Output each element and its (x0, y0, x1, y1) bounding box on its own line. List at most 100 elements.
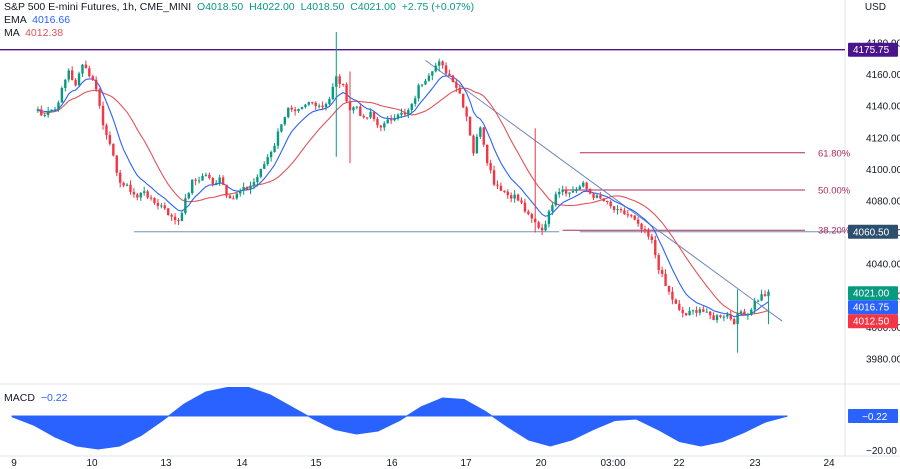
candle-up (571, 191, 575, 193)
candle-down (177, 220, 180, 222)
candle-down (232, 198, 235, 200)
candle-down (208, 174, 211, 179)
y-tick-label: 4140.00 (866, 102, 900, 113)
candle-up (215, 182, 218, 185)
candle-down (657, 255, 660, 271)
candle-up (280, 124, 283, 132)
candle-up (575, 189, 578, 192)
candle-up (249, 185, 252, 190)
price-badge-support (848, 224, 898, 239)
candle-up (331, 86, 335, 99)
macd-value: −0.22 (40, 392, 68, 404)
macd-y-tick-label: −20.00 (866, 446, 897, 457)
candle-down (540, 227, 544, 231)
candle-up (235, 193, 239, 199)
candle-down (101, 105, 105, 126)
candle-down (619, 209, 623, 211)
candle-down (293, 109, 297, 112)
candle-down (132, 191, 136, 195)
candle-down (674, 299, 678, 304)
candle-up (475, 136, 479, 154)
candle-down (534, 218, 537, 223)
candle-down (403, 112, 407, 115)
candle-down (389, 119, 393, 121)
candle-down (379, 125, 383, 128)
candle-down (362, 115, 365, 118)
candle-up (184, 198, 187, 214)
candle-down (40, 109, 43, 116)
candle-down (376, 119, 379, 126)
candle-down (129, 184, 132, 192)
candle-down (211, 178, 214, 185)
candle-up (239, 190, 242, 194)
candle-down (702, 309, 705, 312)
candle-down (606, 201, 609, 203)
macd-legend[interactable]: MACD −0.22 (4, 392, 67, 404)
candle-up (410, 103, 413, 110)
candle-up (753, 301, 756, 310)
candle-up (568, 192, 571, 194)
candle-up (578, 186, 582, 190)
candle-up (328, 98, 331, 105)
candle-up (317, 105, 321, 107)
candle-down (599, 195, 602, 199)
price-badge-ma (848, 314, 898, 329)
symbol-title: S&P 500 E-mini Futures, 1h, CME_MINI (4, 1, 192, 13)
candle-down (592, 193, 595, 198)
candle-up (767, 291, 770, 297)
ema-label: EMA (4, 14, 27, 26)
candle-up (46, 110, 50, 115)
candle-up (180, 213, 184, 221)
x-tick-label: 14 (236, 458, 248, 469)
candle-up (300, 107, 304, 110)
candle-down (612, 206, 616, 210)
candle-down (630, 215, 633, 217)
candle-up (417, 85, 420, 99)
candle-down (588, 188, 592, 194)
trendline[interactable] (425, 59, 783, 322)
ohlc-close: C4021.00 (350, 1, 396, 13)
y-tick-label: 3980.00 (866, 355, 900, 366)
candle-down (458, 87, 461, 94)
candle-up (396, 114, 400, 119)
candle-down (338, 76, 341, 84)
candle-down (345, 84, 348, 102)
candle-up (287, 107, 290, 118)
candle-up (81, 64, 84, 74)
candle-down (448, 73, 451, 76)
candle-down (708, 311, 712, 316)
candle-down (153, 197, 156, 203)
candle-up (736, 313, 739, 325)
candle-down (468, 116, 472, 136)
candle-up (558, 191, 561, 195)
x-tick-label: 17 (460, 458, 472, 469)
candle-up (595, 195, 599, 198)
candle-up (551, 205, 554, 212)
candle-down (626, 214, 630, 216)
x-tick-label: 13 (160, 458, 172, 469)
candle-up (715, 315, 719, 321)
candle-down (444, 65, 448, 74)
price-badge-ema (848, 300, 898, 315)
candle-down (146, 191, 149, 198)
candle-up (259, 168, 263, 177)
y-tick-label: 4080.00 (866, 197, 900, 208)
candle-down (74, 79, 77, 86)
candle-up (393, 118, 396, 121)
candle-up (191, 179, 194, 194)
ohlc-open: O4018.50 (197, 1, 244, 13)
candle-down (732, 319, 736, 325)
candle-up (197, 180, 201, 182)
candle-up (276, 131, 280, 146)
candle-down (640, 223, 643, 230)
ema-line (37, 75, 769, 318)
candle-down (70, 70, 74, 80)
candle-up (554, 194, 557, 206)
candle-down (643, 229, 647, 231)
candle-up (269, 151, 273, 158)
legend-ma-row[interactable]: MA 4012.38 (4, 27, 63, 40)
candle-up (307, 102, 311, 105)
candle-down (486, 144, 489, 164)
legend-ema-row[interactable]: EMA 4016.66 (4, 14, 70, 27)
